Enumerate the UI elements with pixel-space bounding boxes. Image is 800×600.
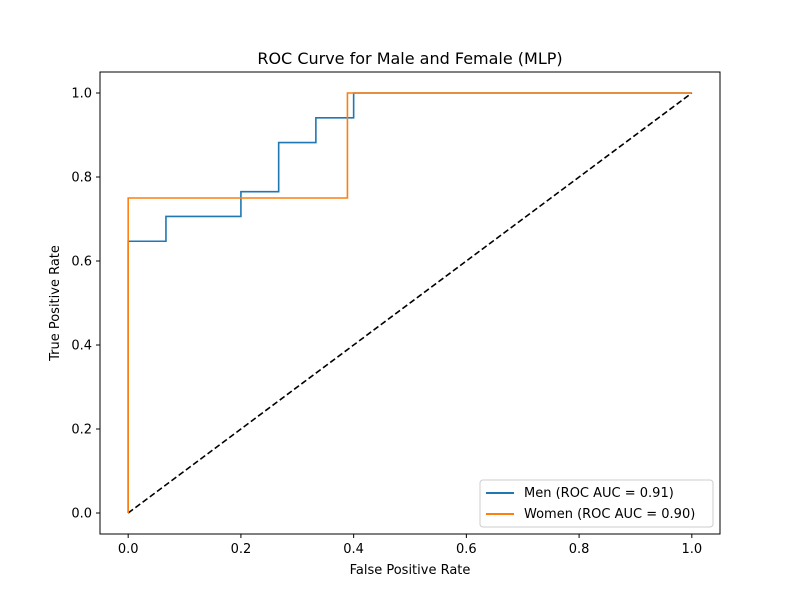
x-axis-label: False Positive Rate — [350, 563, 471, 578]
plot-area — [127, 92, 693, 514]
x-axis-ticks: 0.0 0.2 0.4 0.6 0.8 1.0 — [118, 534, 702, 557]
chart-title: ROC Curve for Male and Female (MLP) — [257, 49, 562, 68]
legend-label-women: Women (ROC AUC = 0.90) — [524, 507, 695, 522]
series-line-men — [127, 92, 692, 513]
y-axis-label: True Positive Rate — [48, 245, 63, 362]
y-tick-label: 0.8 — [71, 171, 92, 186]
x-tick-label: 0.0 — [118, 542, 139, 557]
y-tick-label: 0.6 — [71, 255, 92, 270]
y-tick-label: 0.4 — [71, 339, 92, 354]
y-tick-label: 0.2 — [71, 423, 92, 438]
legend-label-men: Men (ROC AUC = 0.91) — [524, 486, 674, 501]
reference-diagonal-line — [127, 92, 693, 514]
x-tick-label: 0.2 — [231, 542, 252, 557]
legend-box — [479, 479, 714, 528]
x-tick-label: 0.6 — [456, 542, 477, 557]
series-line-women — [127, 92, 692, 513]
y-axis-ticks: 0.0 0.2 0.4 0.6 0.8 1.0 — [71, 87, 100, 522]
axes-frame — [99, 71, 721, 535]
y-tick-label: 0.0 — [71, 507, 92, 522]
x-tick-label: 0.4 — [343, 542, 364, 557]
x-tick-label: 0.8 — [569, 542, 590, 557]
legend: Men (ROC AUC = 0.91) Women (ROC AUC = 0.… — [479, 479, 714, 528]
y-tick-label: 1.0 — [71, 87, 92, 102]
x-tick-label: 1.0 — [681, 542, 702, 557]
